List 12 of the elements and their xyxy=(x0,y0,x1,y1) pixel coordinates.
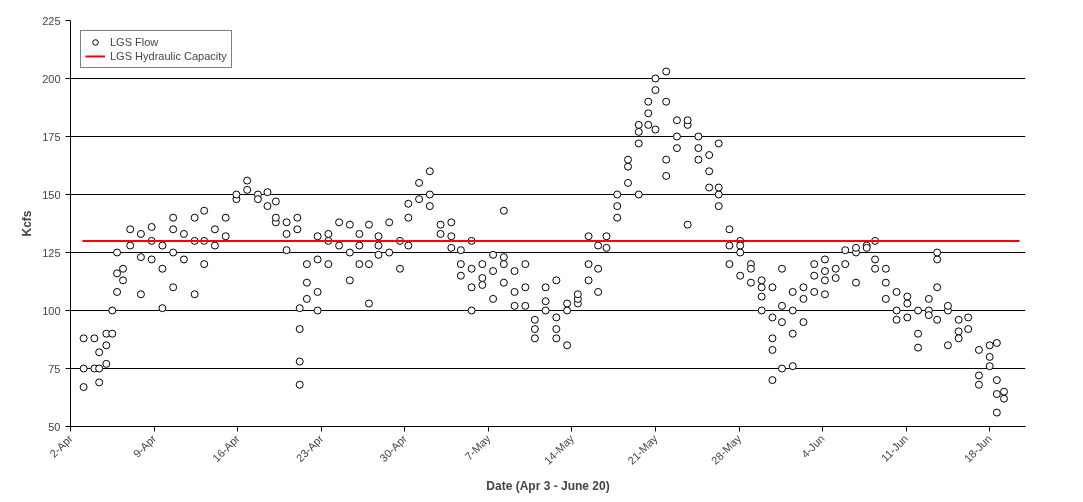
x-axis-title: Date (Apr 3 - June 20) xyxy=(486,478,610,493)
y-tick-label: 50 xyxy=(48,420,61,433)
y-tick-label: 200 xyxy=(42,72,61,85)
y-tick-label: 100 xyxy=(42,304,61,317)
y-tick-label: 75 xyxy=(48,362,61,375)
y-tick-label: 225 xyxy=(42,14,61,27)
legend-label: LGS Flow xyxy=(110,35,159,49)
y-tick-label: 125 xyxy=(42,246,61,259)
legend-label: LGS Hydraulic Capacity xyxy=(110,49,227,63)
y-tick-label: 150 xyxy=(42,188,61,201)
y-tick-label: 175 xyxy=(42,130,61,143)
y-axis-title: Kcfs xyxy=(20,210,35,237)
